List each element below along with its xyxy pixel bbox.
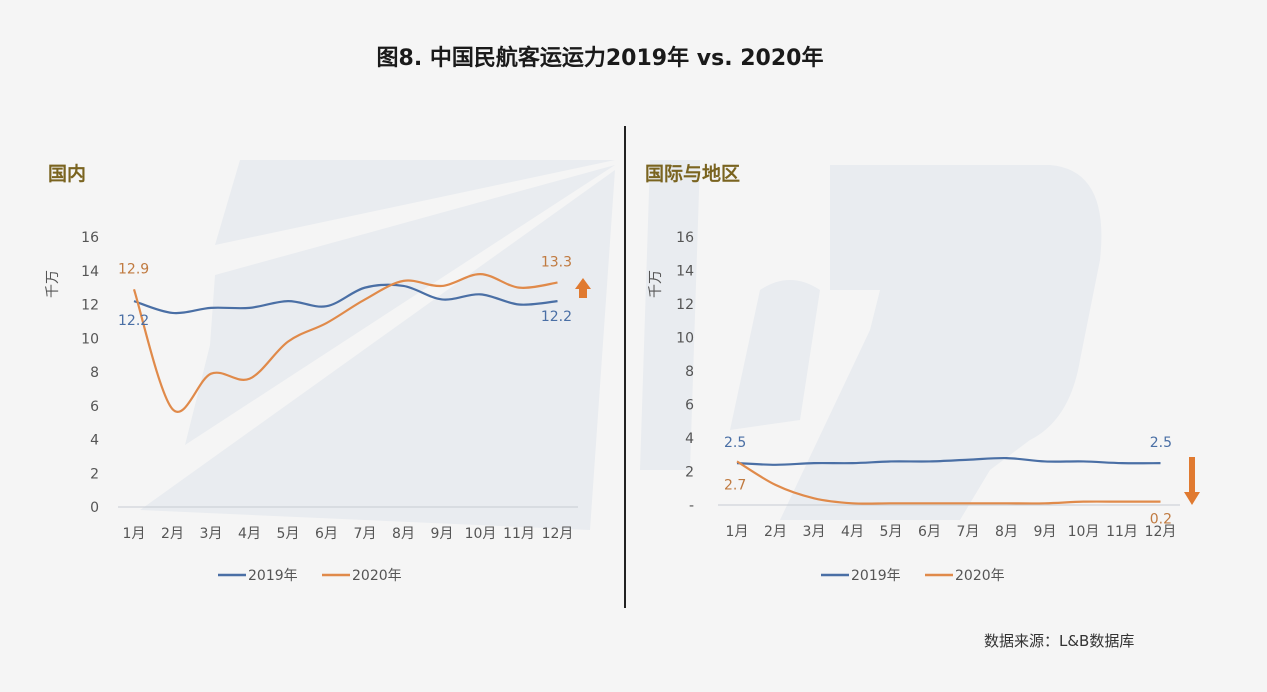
x-tick-label: 10月 <box>1068 524 1100 540</box>
y-tick-label: 10 <box>81 331 99 347</box>
x-tick-label: 10月 <box>465 526 497 542</box>
y-tick-label: 2 <box>90 466 99 482</box>
trend-down-arrow-icon <box>1184 457 1200 505</box>
x-tick-label: 12月 <box>542 526 574 542</box>
y-tick-label: 14 <box>676 264 694 280</box>
series-line-2019年 <box>736 456 1161 466</box>
x-tick-label: 7月 <box>354 526 377 542</box>
panel-title-domestic: 国内 <box>48 163 87 185</box>
y-tick-label: 8 <box>90 365 99 381</box>
divider <box>624 126 626 608</box>
y-tick-label: 0 <box>90 500 99 516</box>
x-tick-label: 6月 <box>315 526 338 542</box>
y-axis-label: 千万 <box>648 270 664 298</box>
data-label-2019-start: 12.2 <box>118 313 149 329</box>
x-tick-label: 6月 <box>918 524 941 540</box>
y-tick-label: 2 <box>685 465 694 481</box>
legend-label: 2019年 <box>851 568 901 584</box>
trend-up-arrow-icon <box>575 278 591 298</box>
figure-title: 图8. 中国民航客运运力2019年 vs. 2020年 <box>376 46 824 71</box>
y-tick-label: 14 <box>81 264 99 280</box>
legend-label: 2020年 <box>955 568 1005 584</box>
data-label-2019-end: 2.5 <box>1150 435 1172 451</box>
data-label-2020-start: 12.9 <box>118 261 149 277</box>
y-tick-label: - <box>689 498 694 514</box>
chart-domestic: 0 2 4 6 8 10 12 14 16 千万 1月 2月 3月 4月 5月 6月 7月 8月 9月 10月 11月 1… <box>45 230 591 584</box>
data-label-2019-start: 2.5 <box>724 435 746 451</box>
x-tick-label: 8月 <box>995 524 1018 540</box>
data-label-2020-end: 13.3 <box>541 255 572 271</box>
y-tick-label: 16 <box>81 230 99 246</box>
x-tick-label: 9月 <box>431 526 454 542</box>
legend-label: 2019年 <box>248 568 298 584</box>
watermark-shape <box>185 165 615 445</box>
y-tick-label: 16 <box>676 230 694 246</box>
watermark-shape <box>780 165 1102 520</box>
data-source: 数据来源：L&B数据库 <box>984 632 1135 650</box>
watermark-shape <box>140 170 615 530</box>
data-label-2020-start: 2.7 <box>724 477 746 493</box>
x-tick-label: 3月 <box>803 524 826 540</box>
y-tick-label: 4 <box>90 433 99 449</box>
x-tick-label: 4月 <box>238 526 261 542</box>
y-tick-label: 6 <box>685 398 694 414</box>
y-tick-label: 12 <box>676 297 694 313</box>
x-tick-label: 4月 <box>841 524 864 540</box>
y-tick-label: 6 <box>90 399 99 415</box>
x-tick-label: 5月 <box>880 524 903 540</box>
x-tick-label: 7月 <box>957 524 980 540</box>
y-tick-label: 8 <box>685 364 694 380</box>
x-tick-label: 8月 <box>392 526 415 542</box>
y-tick-label: 4 <box>685 431 694 447</box>
legend-label: 2020年 <box>352 568 402 584</box>
watermark-shape <box>640 160 700 470</box>
series-line-2019年 <box>133 283 558 315</box>
panel-title-international: 国际与地区 <box>645 163 741 185</box>
y-tick-label: 10 <box>676 331 694 347</box>
data-label-2020-end: 0.2 <box>1150 512 1172 528</box>
x-tick-label: 11月 <box>1106 524 1138 540</box>
x-tick-label: 9月 <box>1034 524 1057 540</box>
data-label-2019-end: 12.2 <box>541 309 572 325</box>
x-tick-label: 12月 <box>1145 524 1177 540</box>
x-tick-label: 2月 <box>764 524 787 540</box>
x-tick-label: 5月 <box>277 526 300 542</box>
x-tick-label: 2月 <box>161 526 184 542</box>
y-tick-label: 12 <box>81 298 99 314</box>
x-tick-label: 3月 <box>200 526 223 542</box>
x-tick-label: 11月 <box>503 526 535 542</box>
watermark-shape <box>215 160 615 245</box>
x-tick-label: 1月 <box>726 524 749 540</box>
series-line-2020年 <box>736 460 1161 505</box>
y-axis-label: 千万 <box>45 270 61 298</box>
watermark-shape <box>730 280 820 430</box>
x-tick-label: 1月 <box>123 526 146 542</box>
